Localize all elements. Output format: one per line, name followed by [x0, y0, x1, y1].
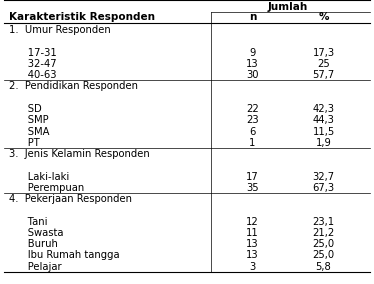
Text: 44,3: 44,3	[313, 115, 334, 125]
Text: 25,0: 25,0	[312, 239, 335, 249]
Text: 13: 13	[246, 239, 259, 249]
Text: 4.  Pekerjaan Responden: 4. Pekerjaan Responden	[9, 194, 132, 204]
Text: 57,7: 57,7	[312, 70, 335, 80]
Text: 40-63: 40-63	[9, 70, 57, 80]
Text: SMP: SMP	[9, 115, 49, 125]
Text: 11,5: 11,5	[312, 126, 335, 137]
Text: Perempuan: Perempuan	[9, 183, 85, 193]
Text: n: n	[249, 12, 256, 22]
Text: 17-31: 17-31	[9, 48, 57, 58]
Text: 2.  Pendidikan Responden: 2. Pendidikan Responden	[9, 82, 138, 91]
Text: 32-47: 32-47	[9, 59, 57, 69]
Text: 42,3: 42,3	[313, 104, 334, 114]
Text: 13: 13	[246, 59, 259, 69]
Text: Tani: Tani	[9, 217, 48, 227]
Text: 22: 22	[246, 104, 259, 114]
Text: 30: 30	[246, 70, 259, 80]
Text: 17: 17	[246, 172, 259, 181]
Text: 1,9: 1,9	[316, 138, 331, 148]
Text: 25: 25	[317, 59, 330, 69]
Text: Ibu Rumah tangga: Ibu Rumah tangga	[9, 250, 120, 260]
Text: 6: 6	[249, 126, 256, 137]
Text: Laki-laki: Laki-laki	[9, 172, 70, 181]
Text: 21,2: 21,2	[312, 228, 335, 238]
Text: Jumlah: Jumlah	[268, 2, 308, 12]
Text: PT: PT	[9, 138, 40, 148]
Text: SMA: SMA	[9, 126, 50, 137]
Text: %: %	[318, 12, 329, 22]
Text: 11: 11	[246, 228, 259, 238]
Text: Karakteristik Responden: Karakteristik Responden	[9, 12, 155, 22]
Text: Swasta: Swasta	[9, 228, 64, 238]
Text: 23: 23	[246, 115, 259, 125]
Text: 3: 3	[249, 262, 255, 272]
Text: 13: 13	[246, 250, 259, 260]
Text: 25,0: 25,0	[312, 250, 335, 260]
Text: 12: 12	[246, 217, 259, 227]
Text: SD: SD	[9, 104, 42, 114]
Text: 32,7: 32,7	[312, 172, 335, 181]
Text: 5,8: 5,8	[316, 262, 331, 272]
Text: 1: 1	[249, 138, 256, 148]
Text: 67,3: 67,3	[312, 183, 335, 193]
Text: Buruh: Buruh	[9, 239, 58, 249]
Text: 35: 35	[246, 183, 259, 193]
Text: 9: 9	[249, 48, 256, 58]
Text: 17,3: 17,3	[312, 48, 335, 58]
Text: 3.  Jenis Kelamin Responden: 3. Jenis Kelamin Responden	[9, 149, 150, 159]
Text: Pelajar: Pelajar	[9, 262, 62, 272]
Text: 23,1: 23,1	[312, 217, 335, 227]
Text: 1.  Umur Responden: 1. Umur Responden	[9, 25, 111, 35]
